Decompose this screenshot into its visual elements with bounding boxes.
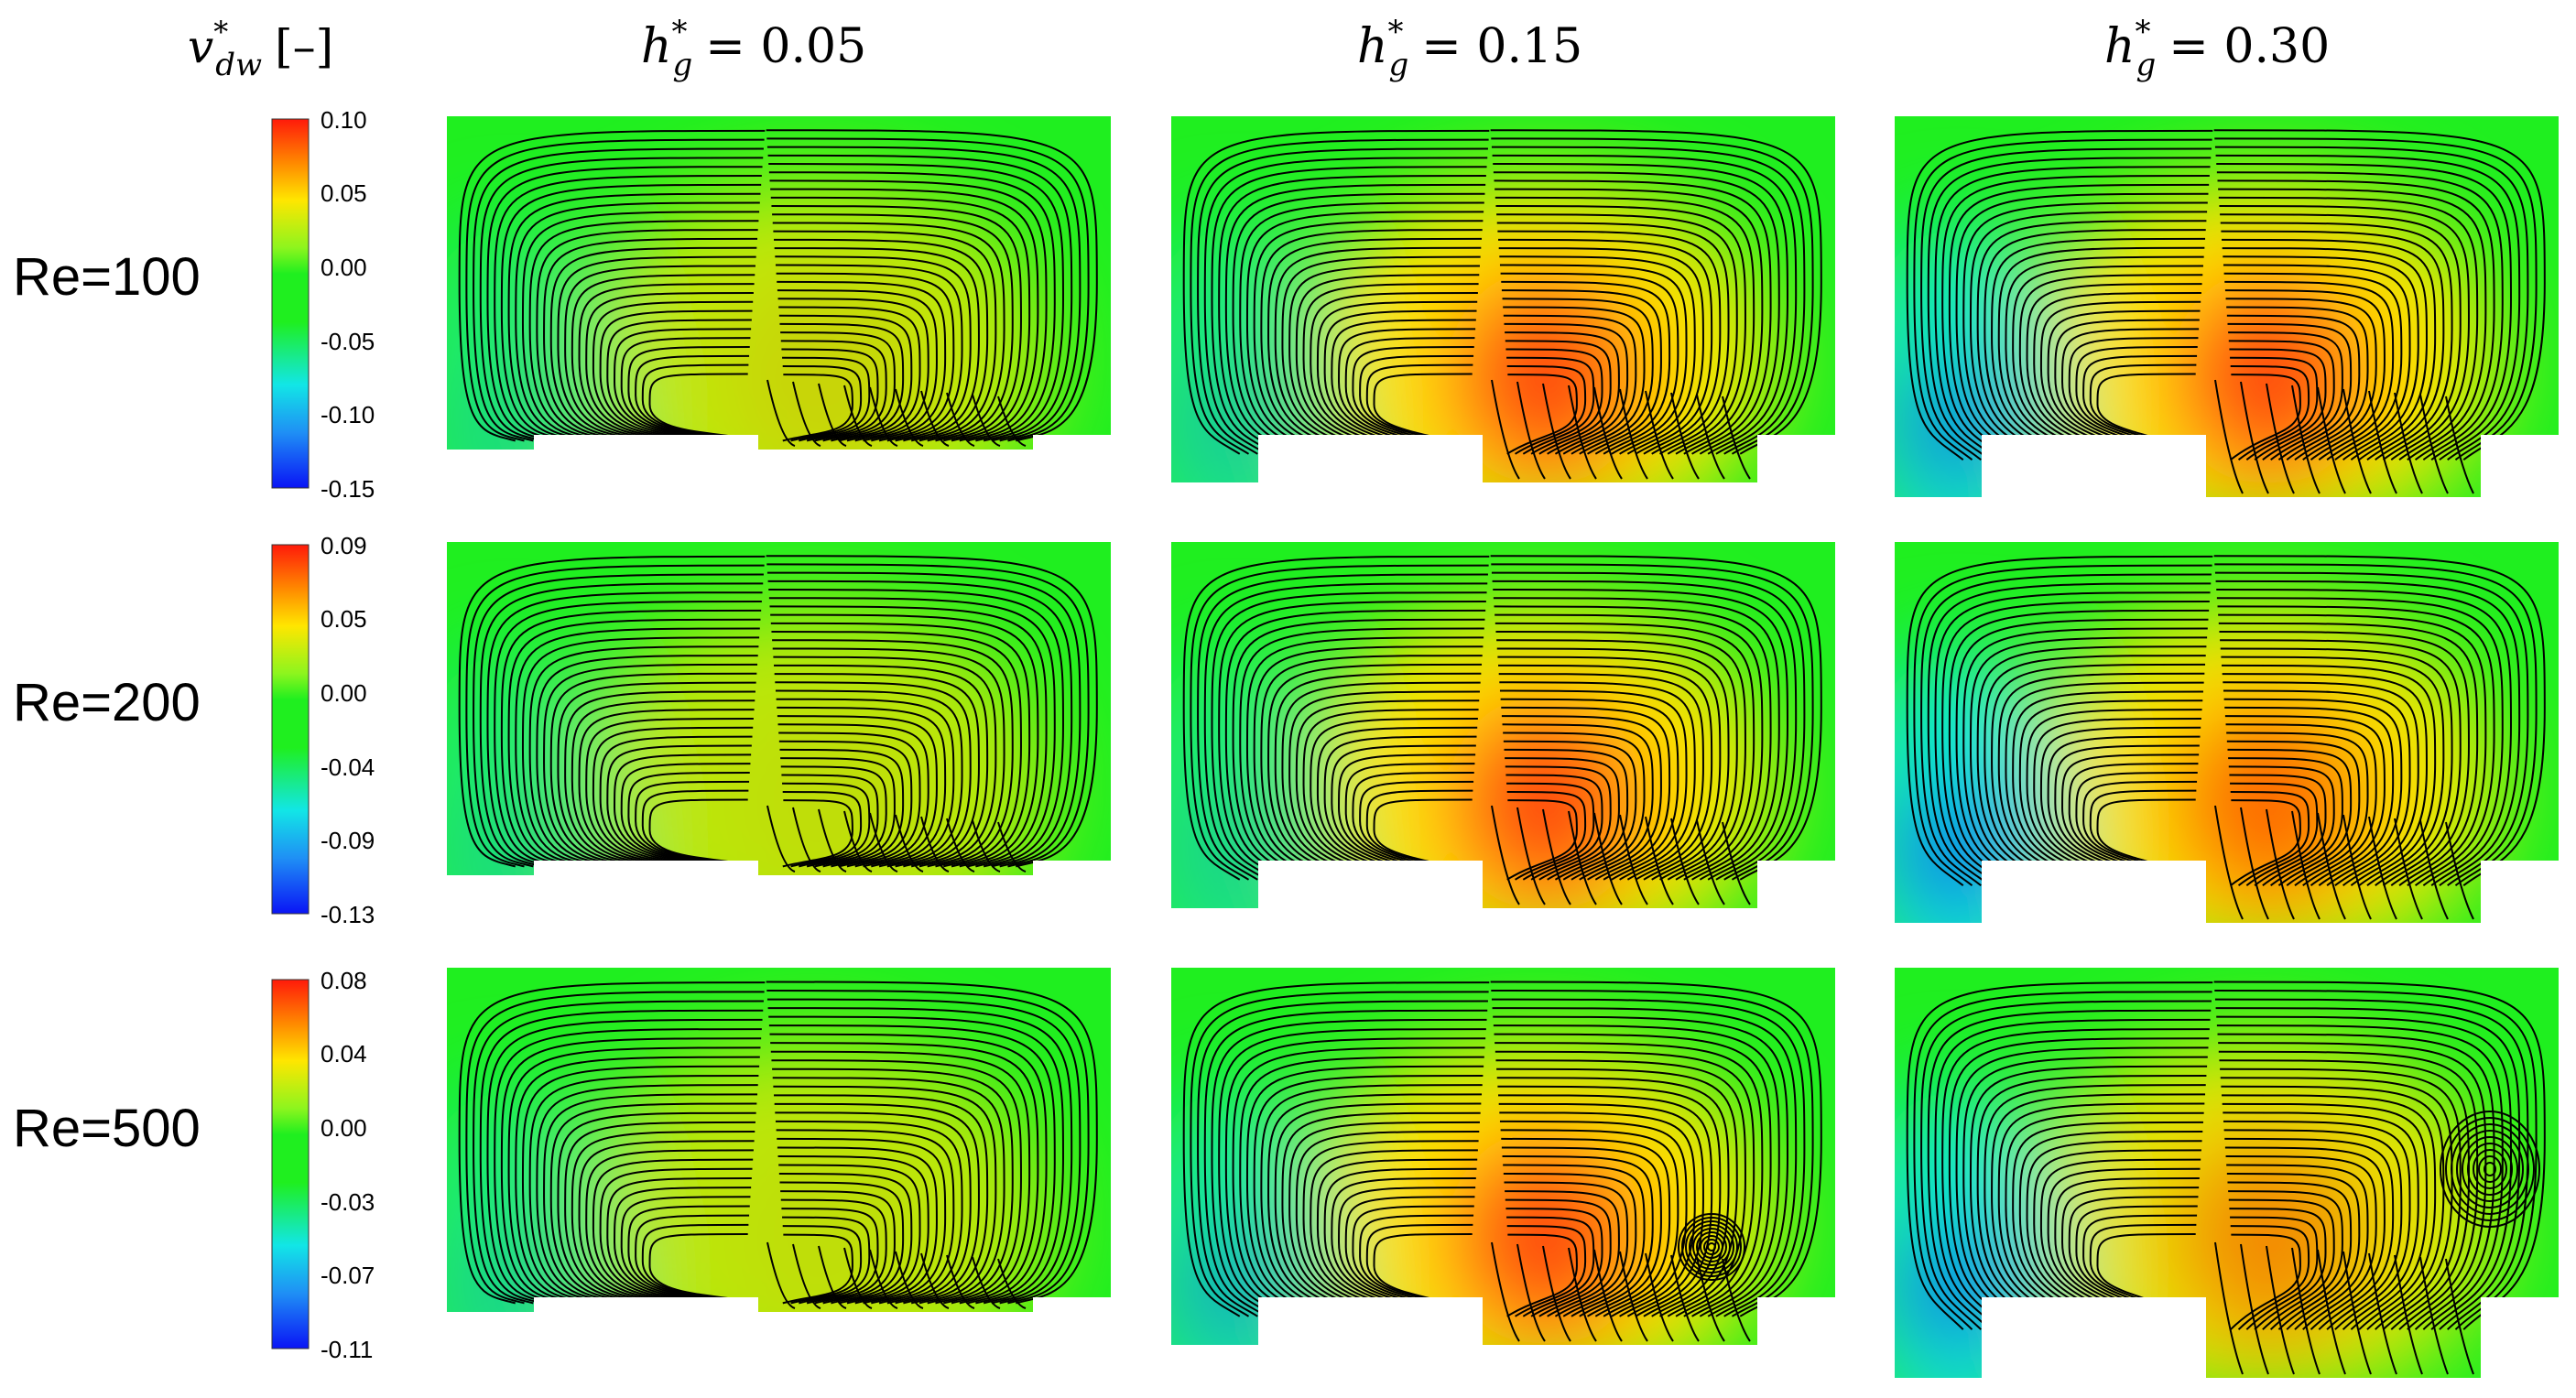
streamlines (458, 129, 1098, 447)
column-header-2: h* g = 0.15 (1357, 14, 1582, 83)
column-headers: h* g = 0.05 h* g = 0.15 h* g = 0.30 (641, 14, 2330, 83)
colorbar-tick-label: -0.10 (321, 401, 375, 428)
flow-panels (447, 116, 2559, 1378)
streamlines (1906, 981, 2546, 1375)
column-header-3: h* g = 0.30 (2104, 14, 2330, 83)
colorbar-tick-label: 0.04 (321, 1040, 367, 1067)
colorbar-tick-label: -0.15 (321, 475, 375, 503)
row-label-re500: Re=500 (13, 1099, 201, 1158)
vortex (2440, 1111, 2540, 1228)
flow-panel-r2-c2 (1171, 542, 1835, 908)
colorbar-tick-label: 0.09 (321, 532, 367, 559)
flow-panel-r2-c1 (447, 542, 1111, 875)
flow-panel-r1-c1 (447, 116, 1111, 450)
colorbar-tick-label: 0.05 (321, 179, 367, 207)
colorbar-tick-label: 0.05 (321, 605, 367, 633)
row-label-re100: Re=100 (13, 247, 201, 307)
colorbar-tick-label: 0.00 (321, 679, 367, 707)
streamlines (1182, 555, 1822, 905)
column-header-1: h* g = 0.05 (641, 14, 866, 83)
flow-panel-r3-c2 (1171, 968, 1835, 1345)
colorbar-re200: 0.09 0.05 0.00 -0.04 -0.09 -0.13 (271, 532, 375, 928)
colorbar-tick-label: -0.03 (321, 1188, 375, 1216)
flow-panel-r3-c1 (447, 968, 1111, 1312)
colorbar-tick-label: -0.13 (321, 901, 375, 928)
colorbar-tick-label: -0.11 (321, 1336, 373, 1363)
flow-panel-r3-c3 (1895, 968, 2559, 1378)
streamlines (458, 555, 1098, 872)
colorbar-tick-label: 0.08 (321, 967, 367, 994)
vortex (1678, 1213, 1745, 1281)
flow-panel-r1-c3 (1895, 116, 2559, 497)
colorbar-tick-label: -0.07 (321, 1262, 375, 1289)
row-labels: Re=100 Re=200 Re=500 (13, 247, 201, 1158)
colorbar-tick-label: -0.09 (321, 827, 375, 854)
flow-panel-r1-c2 (1171, 116, 1835, 482)
colorbar-tick-label: 0.10 (321, 106, 367, 134)
colorbar-title: v* dw [–] (188, 15, 333, 83)
streamlines (458, 981, 1098, 1309)
colorbar-re500: 0.08 0.04 0.00 -0.03 -0.07 -0.11 (271, 967, 375, 1363)
colorbar-tick-label: 0.00 (321, 1114, 367, 1142)
flow-panel-r2-c3 (1895, 542, 2559, 923)
colorbar-tick-label: -0.05 (321, 328, 375, 355)
colorbar-tick-label: 0.00 (321, 254, 367, 281)
colorbar-re100: 0.10 0.05 0.00 -0.05 -0.10 -0.15 (271, 106, 375, 503)
streamlines (1906, 555, 2546, 920)
colorbar-tick-label: -0.04 (321, 753, 375, 781)
row-label-re200: Re=200 (13, 673, 201, 732)
streamlines (1906, 129, 2546, 494)
streamlines (1182, 129, 1822, 480)
